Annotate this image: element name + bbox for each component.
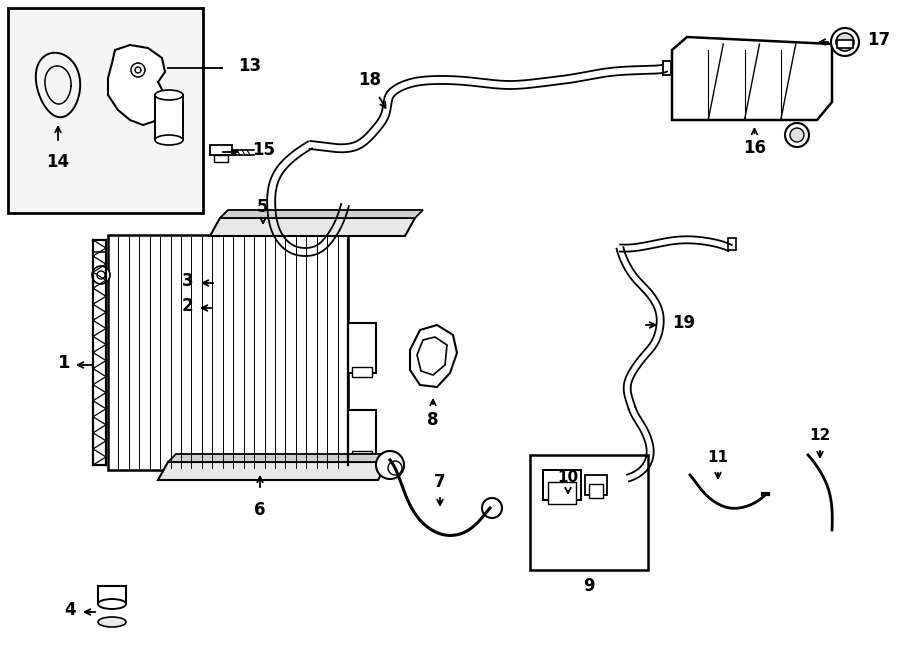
Circle shape — [131, 63, 145, 77]
Ellipse shape — [98, 617, 126, 627]
Circle shape — [790, 128, 804, 142]
Bar — [543, 470, 581, 500]
Text: 13: 13 — [238, 57, 261, 75]
Text: 1: 1 — [58, 354, 70, 372]
Bar — [108, 235, 348, 470]
Bar — [214, 302, 232, 314]
Bar — [348, 323, 376, 373]
Bar — [585, 475, 607, 495]
Text: 12: 12 — [809, 428, 831, 442]
Ellipse shape — [155, 135, 183, 145]
Circle shape — [482, 498, 502, 518]
Polygon shape — [168, 454, 396, 462]
Text: 19: 19 — [672, 314, 695, 332]
Circle shape — [388, 461, 402, 475]
Circle shape — [376, 451, 404, 479]
Polygon shape — [410, 325, 457, 387]
Bar — [548, 482, 576, 504]
Bar — [837, 40, 853, 48]
Text: 5: 5 — [257, 198, 269, 216]
Bar — [214, 155, 228, 162]
Text: 2: 2 — [181, 297, 193, 315]
Text: 9: 9 — [583, 577, 595, 595]
Ellipse shape — [98, 599, 126, 609]
Bar — [352, 366, 372, 377]
Polygon shape — [158, 462, 388, 480]
Circle shape — [785, 123, 809, 147]
Bar — [216, 278, 230, 288]
Text: 6: 6 — [254, 501, 266, 519]
Bar — [352, 451, 372, 461]
Circle shape — [97, 271, 105, 279]
Circle shape — [135, 67, 141, 73]
Ellipse shape — [155, 90, 183, 100]
Text: 7: 7 — [434, 473, 446, 491]
Bar — [589, 484, 603, 498]
Circle shape — [836, 33, 854, 51]
Text: 17: 17 — [867, 31, 890, 49]
Circle shape — [92, 266, 110, 284]
Text: 15: 15 — [252, 141, 275, 159]
Text: 16: 16 — [743, 139, 766, 157]
Bar — [98, 586, 126, 604]
Bar — [348, 410, 376, 465]
Text: 3: 3 — [182, 272, 194, 290]
Circle shape — [831, 28, 859, 56]
Bar — [210, 145, 232, 155]
Text: 8: 8 — [428, 411, 439, 429]
Polygon shape — [210, 218, 415, 236]
Bar — [93, 240, 106, 252]
Polygon shape — [417, 337, 447, 375]
Text: 10: 10 — [557, 471, 579, 485]
Bar — [219, 286, 227, 292]
Text: 14: 14 — [47, 153, 69, 171]
Bar — [728, 238, 736, 250]
Bar — [155, 95, 183, 140]
Text: 4: 4 — [64, 601, 76, 619]
Bar — [530, 455, 648, 570]
Text: 11: 11 — [707, 451, 728, 465]
Bar — [214, 294, 222, 314]
Polygon shape — [672, 37, 832, 120]
Polygon shape — [220, 210, 423, 218]
Bar — [8, 8, 203, 213]
Bar — [663, 61, 671, 75]
Text: 18: 18 — [358, 71, 382, 89]
Polygon shape — [108, 45, 168, 125]
